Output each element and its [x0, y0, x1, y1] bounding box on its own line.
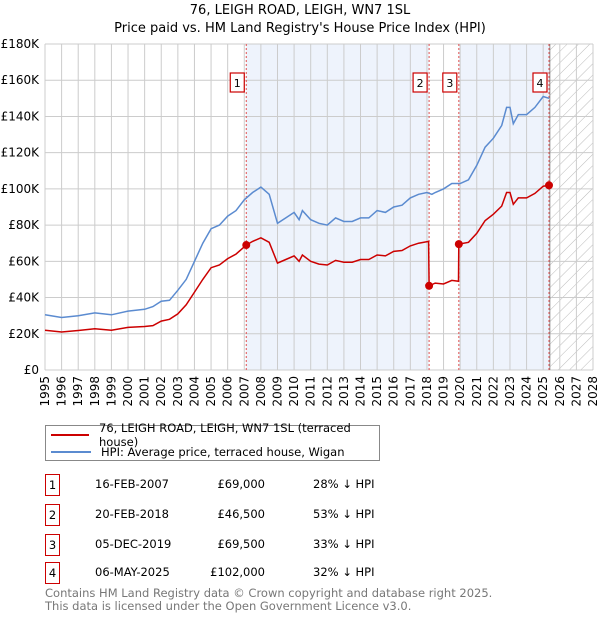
- x-tick-label: 2007: [237, 376, 251, 407]
- forecast-hatch: [549, 44, 593, 370]
- shaded-period: [458, 44, 549, 370]
- x-tick-label: 2022: [486, 376, 500, 407]
- hpi-diff: 33% ↓ HPI: [313, 537, 375, 551]
- x-tick-label: 2027: [569, 376, 583, 407]
- footer-attribution: Contains HM Land Registry data © Crown c…: [45, 587, 492, 613]
- x-tick-label: 2023: [503, 376, 517, 407]
- sale-date: 16-FEB-2007: [95, 477, 169, 491]
- x-tick-label: 2001: [138, 376, 152, 407]
- x-tick-label: 1997: [71, 376, 85, 407]
- hpi-line: [44, 95, 550, 319]
- blue-line-swatch: [51, 451, 91, 453]
- x-tick-label: 2009: [270, 376, 284, 407]
- sale-date: 06-MAY-2025: [95, 565, 170, 579]
- sale-marker-label: 2: [417, 77, 424, 90]
- x-tick-label: 2004: [187, 376, 201, 407]
- x-tick-label: 2016: [387, 376, 401, 407]
- legend-label-hpi: HPI: Average price, terraced house, Wiga…: [101, 445, 345, 459]
- x-tick-label: 2006: [221, 376, 235, 407]
- x-tick-label: 2019: [437, 376, 451, 407]
- legend-item-hpi: HPI: Average price, terraced house, Wiga…: [51, 444, 345, 460]
- x-tick-label: 2021: [470, 376, 484, 407]
- x-tick-label: 1998: [88, 376, 102, 407]
- y-tick-label: £20K: [8, 327, 40, 341]
- x-tick-label: 2000: [121, 376, 135, 407]
- hpi-diff: 53% ↓ HPI: [313, 507, 375, 521]
- price-chart: 76, LEIGH ROAD, LEIGH, WN7 1SL Price pai…: [1, 3, 600, 407]
- y-tick-label: £80K: [8, 218, 40, 232]
- chart-title: 76, LEIGH ROAD, LEIGH, WN7 1SL: [190, 3, 411, 18]
- sale-price: £102,000: [210, 565, 265, 579]
- chart-subtitle: Price paid vs. HM Land Registry's House …: [114, 21, 486, 36]
- table-row: 1 16-FEB-2007 £69,000 28% ↓ HPI: [45, 474, 445, 496]
- sale-date: 05-DEC-2019: [95, 537, 172, 551]
- x-tick-label: 2003: [171, 376, 185, 407]
- x-tick-label: 2011: [304, 376, 318, 407]
- y-tick-label: £40K: [8, 291, 40, 305]
- footer-line-1: Contains HM Land Registry data © Crown c…: [45, 586, 493, 600]
- sale-point: [242, 241, 251, 250]
- x-tick-label: 2026: [553, 376, 567, 407]
- property-price-line: [44, 184, 550, 333]
- marker-number: 4: [45, 562, 60, 584]
- y-tick-label: £180K: [1, 37, 41, 51]
- sale-price: £69,000: [217, 477, 265, 491]
- sale-date: 20-FEB-2018: [95, 507, 169, 521]
- hpi-diff: 32% ↓ HPI: [313, 565, 375, 579]
- x-tick-label: 1995: [38, 376, 52, 407]
- table-row: 4 06-MAY-2025 £102,000 32% ↓ HPI: [45, 562, 445, 584]
- shaded-period: [246, 44, 430, 370]
- legend: 76, LEIGH ROAD, LEIGH, WN7 1SL (terraced…: [45, 421, 380, 461]
- x-tick-label: 2020: [453, 376, 467, 407]
- x-tick-label: 2012: [320, 376, 334, 407]
- y-tick-label: £60K: [8, 254, 40, 268]
- sale-price: £69,500: [217, 537, 265, 551]
- x-tick-label: 2014: [354, 376, 368, 407]
- x-tick-label: 1996: [55, 376, 69, 407]
- table-row: 3 05-DEC-2019 £69,500 33% ↓ HPI: [45, 534, 445, 556]
- hpi-diff: 28% ↓ HPI: [313, 477, 375, 491]
- sale-marker-box: [532, 72, 548, 93]
- footer-line-2: This data is licensed under the Open Gov…: [45, 599, 412, 613]
- y-tick-label: £100K: [1, 182, 41, 196]
- sale-marker-box: [442, 72, 458, 93]
- y-tick-label: £140K: [1, 109, 41, 123]
- sale-marker-label: 1: [234, 77, 241, 90]
- x-tick-label: 2025: [536, 376, 550, 407]
- marker-number: 2: [45, 504, 60, 526]
- sale-point: [544, 181, 553, 190]
- marker-number: 1: [45, 474, 60, 496]
- x-tick-label: 2017: [403, 376, 417, 407]
- sale-marker-label: 4: [536, 77, 543, 90]
- sale-marker-label: 3: [446, 77, 453, 90]
- legend-item-property: 76, LEIGH ROAD, LEIGH, WN7 1SL (terraced…: [51, 421, 379, 449]
- x-tick-label: 2018: [420, 376, 434, 407]
- y-tick-label: £160K: [1, 73, 41, 87]
- y-tick-label: £120K: [1, 146, 41, 160]
- sale-marker-box: [412, 72, 428, 93]
- sale-point: [454, 240, 463, 249]
- y-tick-label: £0: [24, 363, 39, 377]
- x-tick-label: 2028: [586, 376, 600, 407]
- x-tick-label: 2005: [204, 376, 218, 407]
- table-row: 2 20-FEB-2018 £46,500 53% ↓ HPI: [45, 504, 445, 526]
- x-tick-label: 1999: [104, 376, 118, 407]
- x-tick-label: 2008: [254, 376, 268, 407]
- sale-marker-box: [229, 72, 245, 93]
- red-line-swatch: [51, 434, 90, 436]
- marker-number: 3: [45, 534, 60, 556]
- x-tick-label: 2024: [520, 376, 534, 407]
- x-tick-label: 2013: [337, 376, 351, 407]
- legend-label-property: 76, LEIGH ROAD, LEIGH, WN7 1SL (terraced…: [99, 421, 351, 449]
- x-tick-label: 2002: [154, 376, 168, 407]
- sale-price: £46,500: [217, 507, 265, 521]
- sale-point: [425, 281, 434, 290]
- x-tick-label: 2010: [287, 376, 301, 407]
- x-tick-label: 2015: [370, 376, 384, 407]
